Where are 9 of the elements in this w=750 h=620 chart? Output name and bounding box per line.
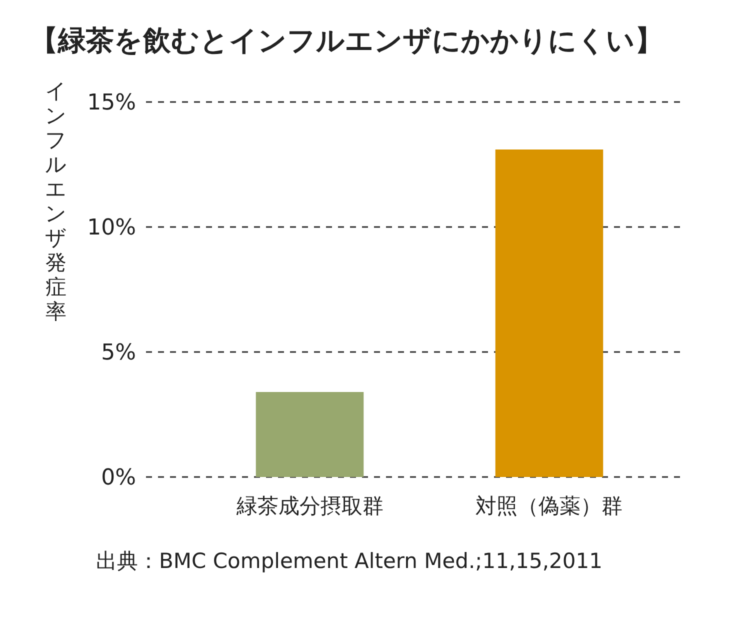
y-tick-label: 10% (87, 216, 136, 241)
x-tick-label: 緑茶成分摂取群 (235, 494, 384, 518)
source-note: 出典：BMC Complement Altern Med.;11,15,2011 (96, 549, 602, 573)
y-tick-label: 5% (101, 340, 136, 366)
y-tick-label: 0% (101, 466, 136, 491)
y-tick-label: 15% (87, 90, 136, 116)
chart-title: 【緑茶を飲むとインフルエンザにかかりにくい】 (30, 24, 663, 57)
x-tick-label: 対照（偽薬）群 (476, 494, 623, 518)
text: インフルエンザ発症率 (45, 79, 67, 324)
